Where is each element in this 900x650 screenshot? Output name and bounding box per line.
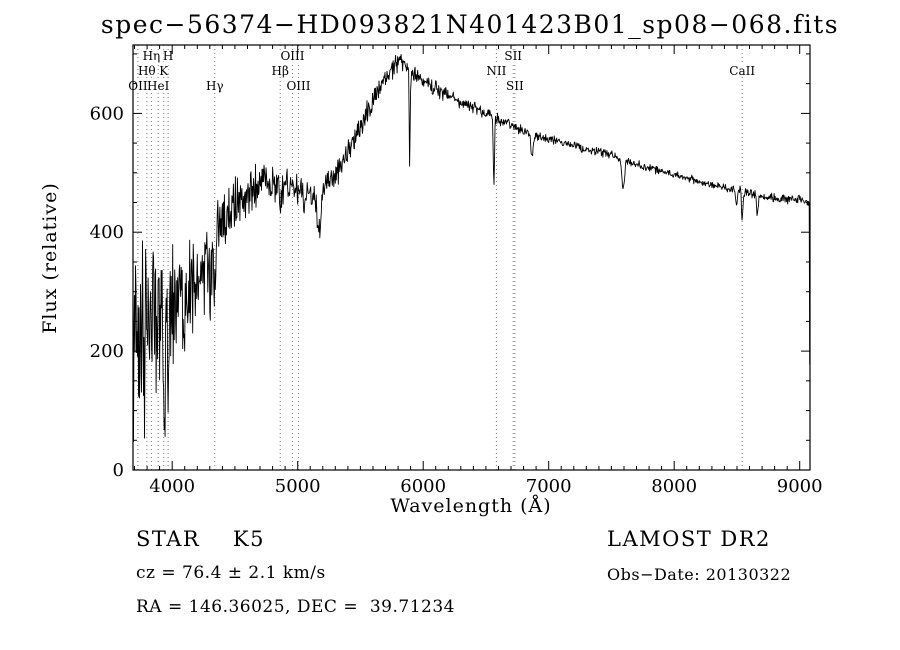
spectral-line-label: NII — [486, 64, 506, 78]
spectral-line-label-bg — [143, 50, 160, 62]
spectral-line-label: SII — [504, 49, 522, 63]
x-axis-label: Wavelength (Å) — [390, 495, 551, 517]
spectral-line-label-bg — [503, 80, 527, 92]
spectral-line-label: Hβ — [271, 64, 288, 78]
x-tick-label: 5000 — [275, 476, 321, 497]
spectrum-trace — [132, 53, 811, 442]
y-tick-label: 600 — [90, 103, 124, 124]
spectral-line-label-bg — [163, 50, 173, 62]
spectral-line-label-bg — [272, 65, 288, 77]
spectral-line-label: Hθ — [138, 64, 156, 78]
spectral-line-label-bg — [126, 80, 150, 92]
coordinates-label: RA = 146.36025, DEC = 39.71234 — [136, 597, 455, 617]
spectral-line-label-bg — [283, 80, 314, 92]
spectral-line-label-bg — [502, 50, 525, 62]
plot-title: spec−56374−HD093821N401423B01_sp08−068.f… — [100, 10, 840, 39]
spectral-line-label-bg — [159, 65, 169, 77]
spectral-line-label-bg — [207, 80, 223, 92]
y-tick-label: 200 — [90, 341, 124, 362]
spectral-line-label: K — [159, 64, 169, 78]
spectral-line-label: OIII — [286, 79, 310, 93]
spectral-line-label: H — [163, 49, 173, 63]
x-tick-label: 4000 — [149, 476, 195, 497]
spectral-line-label-bg — [727, 65, 757, 77]
spectral-line-label: CaII — [729, 64, 755, 78]
spectral-line-label-bg — [147, 80, 170, 92]
plot-frame — [132, 44, 811, 471]
object-class-label: STAR K5 — [136, 527, 265, 551]
redshift-velocity-label: cz = 76.4 ± 2.1 km/s — [136, 563, 326, 583]
spectral-line-label: Hη — [143, 49, 161, 63]
spectral-line-label: OIII — [280, 49, 304, 63]
x-tick-label: 8000 — [651, 476, 697, 497]
spectral-line-label-bg — [485, 65, 508, 77]
x-tick-label: 7000 — [526, 476, 572, 497]
x-tick-label: 6000 — [400, 476, 446, 497]
spectral-line-label: SII — [506, 79, 524, 93]
spectral-line-label-bg — [139, 65, 155, 77]
spectral-line-label: HeI — [147, 79, 170, 93]
spectral-line-label: Hγ — [206, 79, 224, 93]
survey-label: LAMOST DR2 — [607, 527, 771, 551]
spectral-line-label-bg — [277, 50, 308, 62]
spectral-line-label: OII — [128, 79, 148, 93]
y-axis-label: Flux (relative) — [39, 182, 61, 334]
y-tick-label: 400 — [90, 222, 124, 243]
y-tick-label: 0 — [113, 460, 124, 481]
x-tick-label: 9000 — [777, 476, 823, 497]
obs-date-label: Obs−Date: 20130322 — [607, 565, 792, 584]
